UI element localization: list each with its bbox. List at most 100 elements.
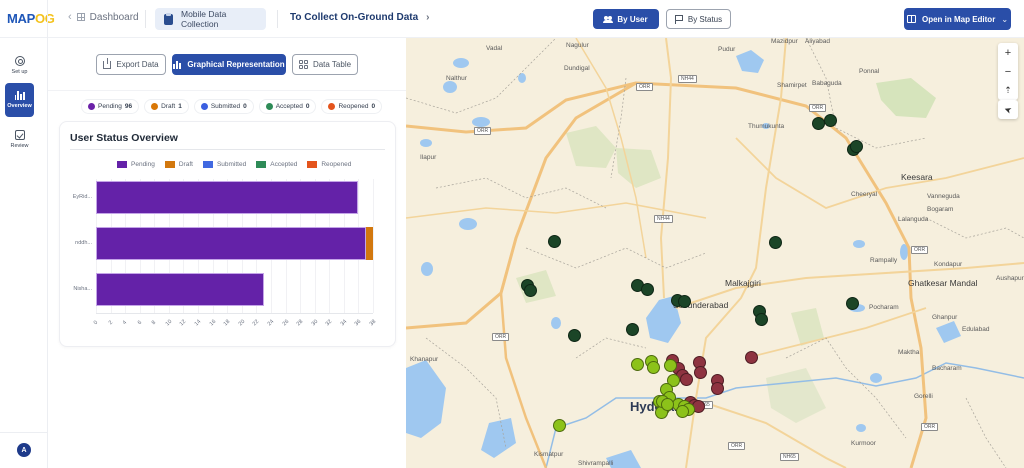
breadcrumb-dashboard-link[interactable]: ‹ Dashboard	[68, 11, 139, 23]
map-place-label: Maktha	[898, 349, 920, 356]
bar-segment-pending[interactable]	[96, 227, 366, 260]
x-axis	[96, 313, 373, 314]
status-chip-accepted[interactable]: Accepted 0	[258, 99, 317, 114]
map-marker[interactable]	[744, 350, 758, 364]
map-place-label: Babaguda	[812, 80, 842, 87]
status-chip-submitted[interactable]: Submitted 0	[193, 99, 254, 114]
map-marker[interactable]	[677, 294, 691, 308]
users-icon	[603, 15, 614, 23]
breadcrumb-mobile-data-collection[interactable]: Mobile Data Collection	[155, 8, 266, 30]
legend-item-pending[interactable]: Pending	[117, 161, 155, 168]
graphical-representation-label: Graphical Representation	[187, 60, 285, 69]
map-marker[interactable]	[552, 418, 566, 432]
project-title[interactable]: To Collect On-Ground Data ›	[290, 12, 430, 23]
status-chip-draft[interactable]: Draft 1	[144, 99, 189, 114]
map-marker[interactable]	[710, 381, 724, 395]
map-place-label: Mazidpur	[771, 38, 798, 45]
by-status-button[interactable]: By Status	[666, 9, 731, 29]
x-tick-label: 2	[107, 319, 114, 327]
chip-label: Submitted	[210, 103, 241, 110]
submitted-dot-icon	[200, 103, 208, 110]
map-marker[interactable]	[523, 283, 537, 297]
map-marker[interactable]	[660, 397, 674, 411]
open-in-map-editor-button[interactable]: Open in Map Editor ⌄	[904, 8, 1011, 30]
export-data-button[interactable]: Export Data	[96, 54, 166, 75]
map-marker[interactable]	[768, 235, 782, 249]
status-chip-reopened[interactable]: Reopened 0	[321, 99, 383, 114]
map-place-label: Edulabad	[962, 326, 990, 333]
bar-segment-pending[interactable]	[96, 273, 264, 306]
x-tick-label: 0	[92, 319, 100, 327]
y-axis-label: EyRid...	[72, 194, 92, 200]
map-marker[interactable]	[845, 296, 859, 310]
map-place-label: Khanapur	[410, 356, 439, 363]
sidebar-item-setup[interactable]: Set up	[5, 48, 34, 82]
status-chip-pending[interactable]: Pending 96	[81, 99, 140, 114]
map-place-label: Aliyabad	[805, 38, 830, 45]
map-place-label: Dundigal	[564, 65, 590, 72]
top-bar: MAPOG ‹ Dashboard Mobile Data Collection…	[0, 0, 1024, 38]
map-view[interactable]: Nagulur Vadal Dundigal Nalthur Ilapur Mazidpu…	[406, 38, 1024, 468]
map-place-label: Cheeryal	[851, 191, 878, 198]
chip-label: Draft	[161, 103, 176, 110]
logo[interactable]: MAPOG	[7, 11, 55, 26]
legend-item-draft[interactable]: Draft	[164, 161, 193, 168]
bar-segment-draft[interactable]	[365, 227, 373, 260]
table-icon	[298, 60, 308, 69]
compass-button[interactable]: ⇡	[1004, 85, 1012, 95]
bar-chart: 0 2 4 6 8 10 12 14 16 18 20 22 24 26 28 30 32 34 36 38 EyRid…	[73, 179, 377, 327]
x-tick-label: 36	[354, 318, 363, 328]
by-user-label: By User	[617, 14, 648, 24]
chart-legend: Pending Draft Submitted Accepted Reopened	[117, 161, 351, 168]
graphical-representation-tab[interactable]: Graphical Representation	[172, 54, 286, 75]
sidebar-item-review[interactable]: Review	[5, 122, 34, 156]
map-marker[interactable]	[625, 322, 639, 336]
map-marker[interactable]	[547, 234, 561, 248]
status-chips: Pending 96 Draft 1 Submitted 0 Accepted 0 Re…	[81, 99, 383, 114]
bar-chart-icon	[14, 91, 25, 100]
user-status-chart-card: User Status Overview Pending Draft Submitt…	[59, 121, 396, 347]
road-shield: NH65	[780, 453, 799, 461]
x-tick-label: 18	[222, 318, 232, 328]
by-user-button[interactable]: By User	[593, 9, 659, 29]
map-marker[interactable]	[823, 113, 837, 127]
map-marker[interactable]	[693, 365, 707, 379]
data-table-tab[interactable]: Data Table	[292, 54, 358, 75]
accepted-dot-icon	[265, 103, 273, 110]
map-marker[interactable]	[630, 357, 644, 371]
map-marker[interactable]	[811, 116, 825, 130]
zoom-out-button[interactable]: −	[1004, 65, 1012, 78]
x-tick-label: 10	[164, 318, 174, 328]
map-marker[interactable]	[849, 139, 863, 153]
x-tick-label: 38	[368, 318, 378, 328]
avatar[interactable]: A	[17, 443, 31, 457]
legend-item-reopened[interactable]: Reopened	[307, 161, 351, 168]
download-icon	[103, 57, 112, 69]
map-marker[interactable]	[646, 360, 660, 374]
sidebar-item-overview[interactable]: Overview	[5, 83, 34, 117]
bar-row[interactable]	[96, 227, 373, 260]
map-marker[interactable]	[567, 328, 581, 342]
bar-segment-pending[interactable]	[96, 181, 359, 214]
map-basemap	[406, 38, 1024, 468]
bar-row[interactable]	[96, 273, 264, 306]
legend-swatch	[307, 161, 318, 168]
locate-me-button[interactable]: ➤	[1002, 103, 1014, 116]
zoom-in-button[interactable]: +	[1004, 46, 1012, 59]
map-marker[interactable]	[679, 372, 693, 386]
legend-item-accepted[interactable]: Accepted	[256, 161, 297, 168]
flag-icon	[674, 14, 683, 24]
chip-count: 96	[124, 103, 133, 110]
map-place-label: Bogaram	[927, 206, 954, 213]
map-place-label: Kismatpur	[534, 451, 564, 458]
map-marker[interactable]	[754, 312, 768, 326]
legend-item-submitted[interactable]: Submitted	[202, 161, 246, 168]
bar-row[interactable]	[96, 181, 359, 214]
map-marker[interactable]	[663, 358, 677, 372]
map-marker[interactable]	[675, 404, 689, 418]
map-place-label: Vadal	[486, 45, 503, 52]
zoom-controls: + − ⇡	[998, 43, 1018, 100]
map-marker[interactable]	[640, 282, 654, 296]
legend-label: Reopened	[321, 161, 352, 168]
map-place-label: Pocharam	[869, 304, 899, 311]
